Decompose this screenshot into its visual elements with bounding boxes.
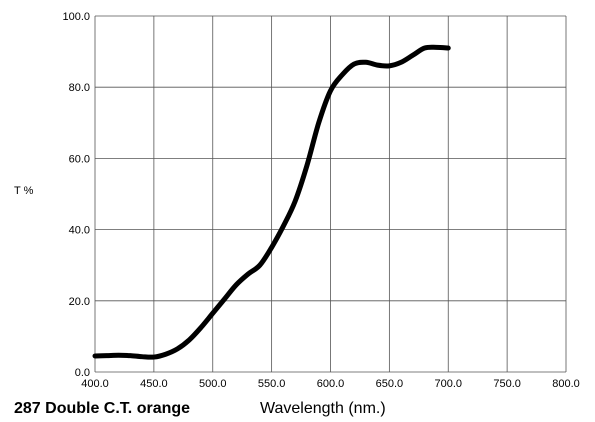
series-layer — [92, 44, 451, 360]
x-tick-label: 650.0 — [376, 378, 404, 390]
y-axis-label: T % — [14, 185, 34, 197]
y-tick-label: 60.0 — [69, 153, 90, 165]
y-tick-label: 20.0 — [69, 296, 90, 308]
x-tick-label: 450.0 — [140, 378, 168, 390]
x-tick-label: 500.0 — [199, 378, 227, 390]
grid — [94, 15, 567, 373]
tick-labels: 400.0 450.0 500.0 550.0 600.0 650.0 700.0 750.0… — [62, 11, 579, 390]
series-line — [92, 44, 451, 360]
x-tick-label: 550.0 — [258, 378, 286, 390]
y-tick-label: 0.0 — [75, 367, 90, 379]
y-tick-label: 100.0 — [62, 11, 90, 23]
y-tick-label: 80.0 — [69, 82, 90, 94]
y-tick-label: 40.0 — [69, 225, 90, 237]
x-tick-label: 400.0 — [81, 378, 109, 390]
x-tick-label: 750.0 — [493, 378, 521, 390]
x-tick-label: 800.0 — [552, 378, 580, 390]
chart-title: 287 Double C.T. orange — [14, 400, 190, 417]
x-tick-label: 600.0 — [317, 378, 345, 390]
x-axis-label: Wavelength (nm.) — [260, 400, 386, 417]
x-tick-label: 700.0 — [434, 378, 462, 390]
